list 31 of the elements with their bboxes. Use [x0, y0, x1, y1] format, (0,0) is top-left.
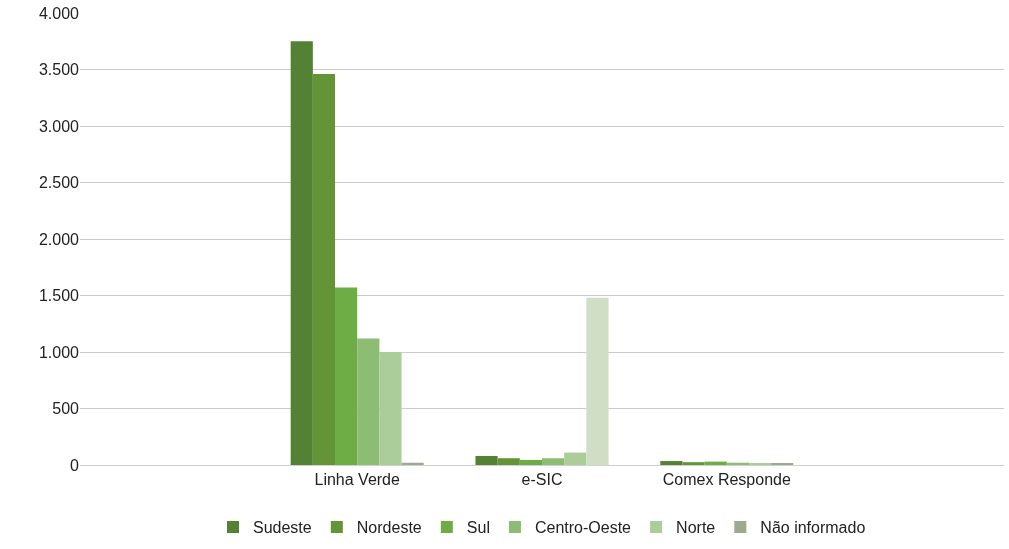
legend-label: Sudeste: [253, 519, 312, 537]
legend-label: Sul: [466, 519, 490, 537]
y-tick-label: 1.000: [38, 343, 80, 361]
x-tick-label: Comex Responde: [662, 471, 791, 489]
y-tick-label: 0: [70, 456, 80, 474]
bar: [660, 461, 683, 465]
bar: [290, 41, 313, 465]
legend-label: Nordeste: [356, 519, 422, 537]
y-tick-label: 1.500: [38, 287, 80, 305]
y-tick-label: 500: [52, 400, 80, 418]
bar: [564, 452, 587, 465]
bar: [542, 458, 565, 465]
y-tick-label: 3.500: [38, 61, 80, 79]
bar: [682, 462, 705, 465]
x-tick-label: e-SIC: [521, 471, 563, 489]
y-tick-label: 2.000: [38, 230, 80, 248]
bar: [475, 455, 498, 465]
y-tick-label: 2.500: [38, 174, 80, 192]
legend-label: Não informado: [760, 519, 866, 537]
bar: [312, 74, 336, 465]
y-tick-label: 3.000: [38, 117, 80, 135]
x-tick-label: Linha Verde: [314, 471, 400, 489]
bar: [586, 297, 609, 465]
bar: [335, 287, 358, 465]
bar: [379, 352, 402, 465]
y-tick-label: 4.000: [38, 4, 80, 22]
legend-label: Centro-Oeste: [534, 519, 632, 537]
bar: [497, 458, 520, 465]
bar: [519, 459, 542, 465]
bar: [357, 338, 380, 465]
legend-label: Norte: [676, 519, 716, 537]
